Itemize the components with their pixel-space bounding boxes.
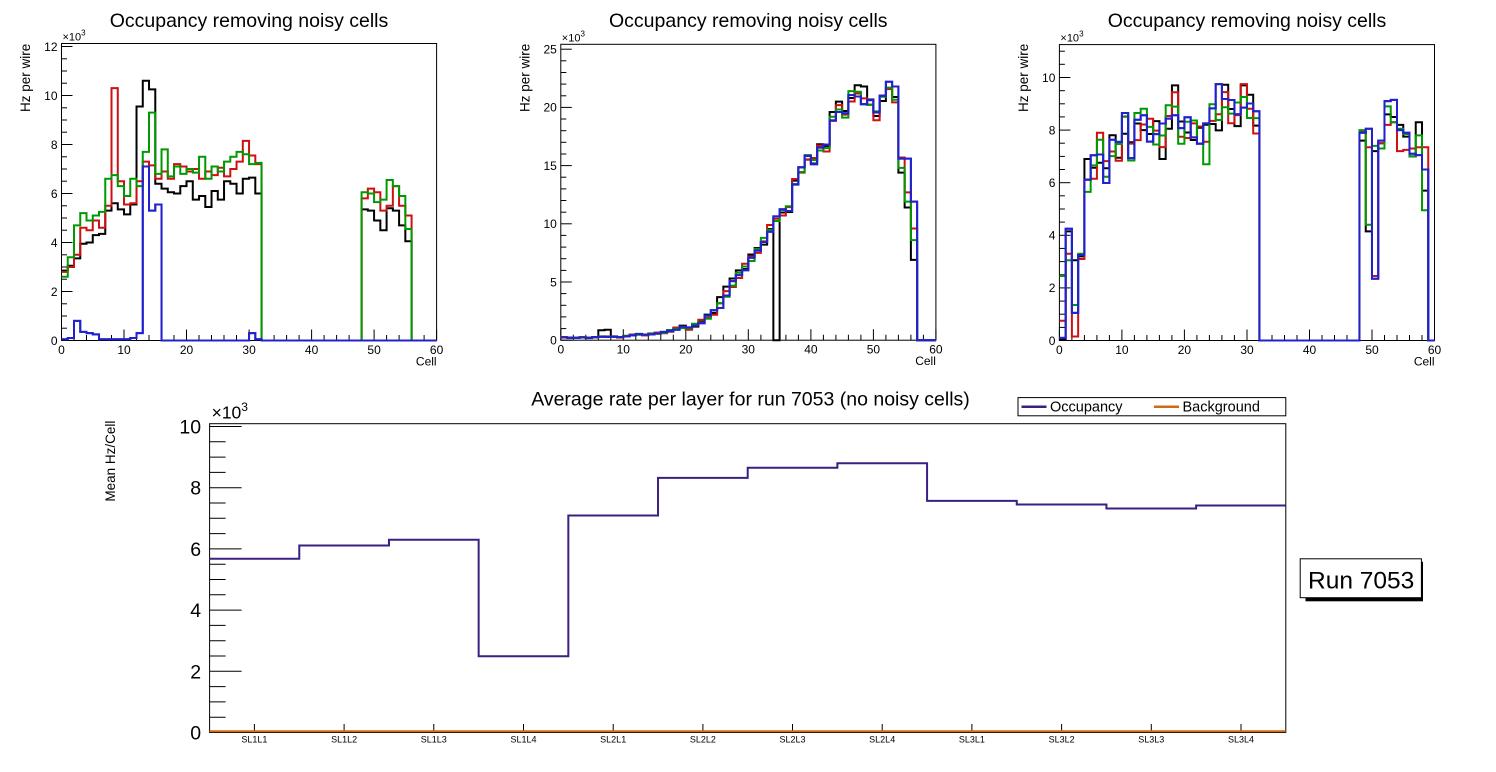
svg-text:SL2L4: SL2L4 (869, 735, 895, 745)
svg-text:Mean Hz/Cell: Mean Hz/Cell (103, 421, 118, 502)
svg-text:SL1L3: SL1L3 (421, 735, 447, 745)
svg-text:6: 6 (190, 539, 201, 561)
svg-text:0: 0 (1056, 343, 1063, 357)
svg-text:50: 50 (867, 343, 881, 357)
svg-text:SL2L2: SL2L2 (690, 735, 716, 745)
svg-text:SL1L4: SL1L4 (510, 735, 536, 745)
svg-text:Hz per wire: Hz per wire (18, 44, 33, 112)
svg-text:Run 7053: Run 7053 (1308, 568, 1414, 595)
svg-text:4: 4 (1049, 229, 1056, 243)
svg-text:4: 4 (51, 236, 58, 250)
svg-text:Occupancy removing noisy cells: Occupancy removing noisy cells (110, 10, 389, 32)
svg-text:0: 0 (550, 334, 557, 348)
svg-text:25: 25 (543, 43, 557, 57)
svg-text:60: 60 (1428, 343, 1442, 357)
svg-text:10: 10 (1115, 343, 1129, 357)
svg-text:60: 60 (929, 343, 943, 357)
svg-text:20: 20 (1178, 343, 1192, 357)
svg-text:×103: ×103 (1060, 30, 1084, 45)
svg-text:30: 30 (742, 343, 756, 357)
svg-text:0: 0 (557, 343, 564, 357)
svg-text:0: 0 (190, 723, 201, 745)
svg-text:2: 2 (190, 661, 201, 683)
svg-text:SL3L3: SL3L3 (1138, 735, 1164, 745)
svg-text:SL1L2: SL1L2 (331, 735, 357, 745)
svg-text:30: 30 (1240, 343, 1254, 357)
svg-text:SL2L1: SL2L1 (600, 735, 626, 745)
svg-text:SL2L3: SL2L3 (779, 735, 805, 745)
svg-text:6: 6 (51, 187, 58, 201)
svg-text:Cell: Cell (416, 355, 437, 369)
svg-text:8: 8 (1049, 123, 1056, 137)
svg-text:8: 8 (51, 138, 58, 152)
svg-text:20: 20 (180, 343, 194, 357)
svg-text:10: 10 (117, 343, 131, 357)
svg-text:0: 0 (1049, 334, 1056, 348)
svg-text:8: 8 (190, 478, 201, 500)
svg-text:Occupancy removing noisy cells: Occupancy removing noisy cells (1108, 10, 1387, 32)
svg-text:×103: ×103 (212, 400, 249, 423)
svg-text:SL1L1: SL1L1 (241, 735, 267, 745)
svg-text:Hz per wire: Hz per wire (517, 44, 532, 112)
svg-text:10: 10 (543, 217, 557, 231)
svg-text:40: 40 (305, 343, 319, 357)
svg-text:Cell: Cell (915, 354, 936, 368)
svg-text:6: 6 (1049, 176, 1056, 190)
svg-text:5: 5 (550, 275, 557, 289)
svg-text:50: 50 (1365, 343, 1379, 357)
svg-text:0: 0 (51, 334, 58, 348)
svg-text:Occupancy: Occupancy (1050, 400, 1123, 416)
svg-text:2: 2 (51, 285, 58, 299)
svg-text:Hz per wire: Hz per wire (1016, 44, 1031, 112)
svg-text:SL3L1: SL3L1 (959, 735, 985, 745)
svg-text:10: 10 (617, 343, 631, 357)
svg-text:Background: Background (1183, 400, 1260, 416)
svg-text:30: 30 (242, 343, 256, 357)
svg-text:40: 40 (804, 343, 818, 357)
svg-text:×103: ×103 (63, 29, 87, 44)
svg-text:60: 60 (430, 343, 444, 357)
svg-text:0: 0 (58, 343, 65, 357)
svg-text:20: 20 (679, 343, 693, 357)
svg-text:10: 10 (44, 89, 58, 103)
svg-text:×103: ×103 (562, 29, 586, 44)
svg-text:40: 40 (1303, 343, 1317, 357)
svg-text:12: 12 (44, 40, 58, 54)
svg-text:Average rate per layer for run: Average rate per layer for run 7053 (no … (531, 389, 970, 411)
svg-text:Occupancy removing noisy cells: Occupancy removing noisy cells (609, 10, 888, 32)
svg-text:50: 50 (367, 343, 381, 357)
svg-text:SL3L4: SL3L4 (1228, 735, 1254, 745)
svg-text:Cell: Cell (1414, 355, 1435, 369)
svg-text:2: 2 (1049, 281, 1056, 295)
svg-text:20: 20 (543, 101, 557, 115)
svg-text:10: 10 (179, 417, 201, 439)
svg-text:10: 10 (1042, 71, 1056, 85)
svg-text:4: 4 (190, 600, 201, 622)
svg-text:15: 15 (543, 159, 557, 173)
svg-text:SL3L2: SL3L2 (1049, 735, 1075, 745)
